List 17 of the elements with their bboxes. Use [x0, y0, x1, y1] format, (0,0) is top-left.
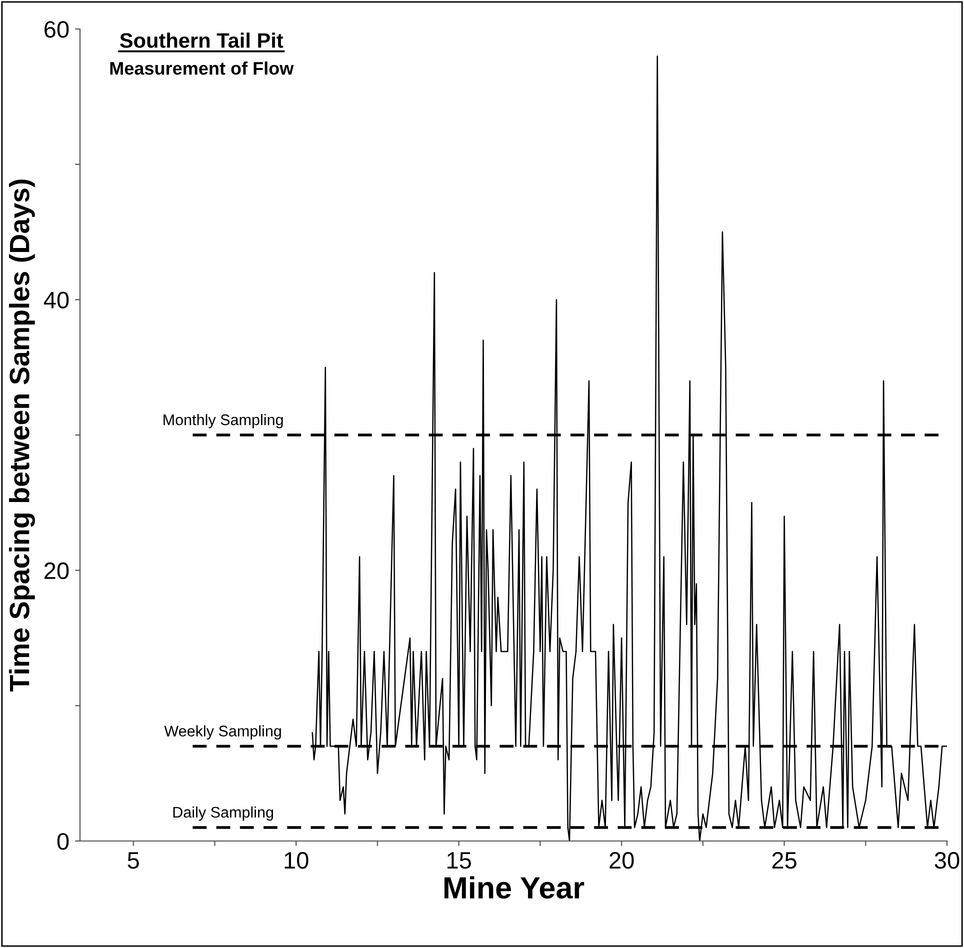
y-tick-label: 60 [44, 21, 69, 38]
text: Measurement of Flow [110, 61, 294, 75]
x-tick-label: 10 [284, 852, 308, 869]
y-tick-label: 0 [57, 833, 69, 850]
x-tick-label: 20 [610, 852, 634, 869]
x-tick-label: 5 [128, 852, 139, 869]
x-axis-title: Mine Year [444, 876, 584, 899]
ref-line-label: Monthly Sampling [164, 414, 283, 428]
chart-title: Southern Tail Pit [120, 32, 284, 48]
y-tick-label: 20 [44, 562, 69, 580]
ref-line-label: Weekly Sampling [164, 725, 281, 740]
x-tick-label: 15 [447, 852, 471, 869]
y-axis-title: Time Spacing between Samples (Days) [8, 180, 35, 692]
y-tick-label: 40 [44, 292, 69, 308]
x-tick-label: 30 [934, 852, 960, 869]
x-tick-label: 25 [772, 852, 796, 869]
ref-line-label: Daily Sampling [173, 806, 274, 821]
